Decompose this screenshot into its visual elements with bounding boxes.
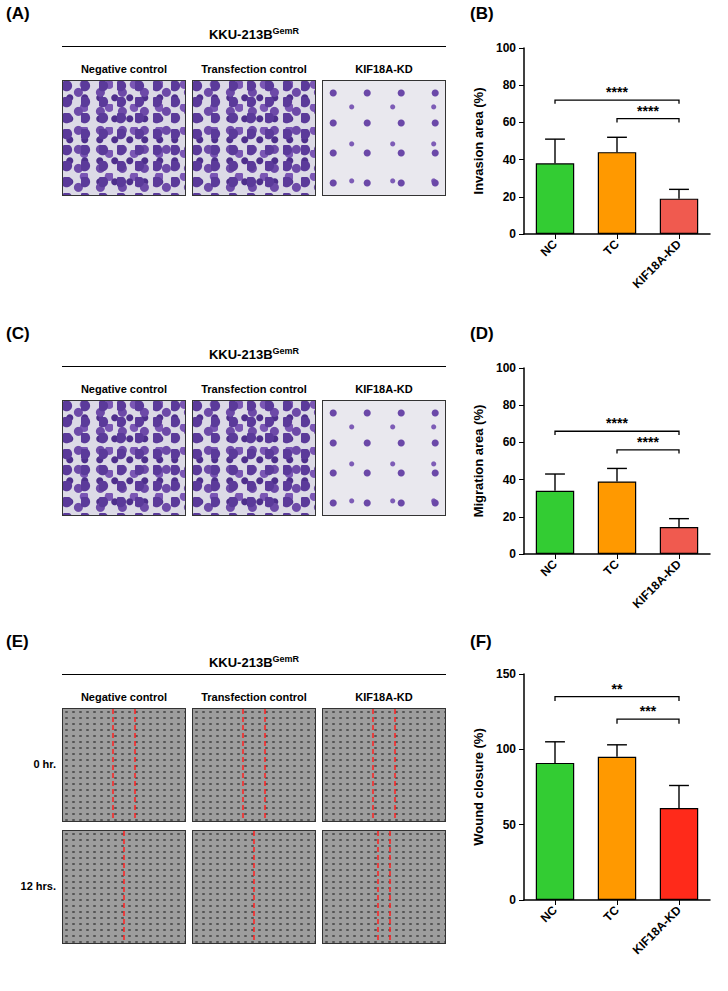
svg-text:20: 20 [503, 190, 517, 204]
svg-text:0: 0 [509, 893, 516, 907]
html-text:(C): (C) [6, 324, 30, 343]
html-text:KIF18A-KD: KIF18A-KD [355, 691, 413, 703]
svg-text:TC: TC [601, 557, 622, 578]
html-text:Negative control: Negative control [80, 383, 168, 395]
svg-text:60: 60 [503, 115, 517, 129]
svg-text:****: **** [637, 103, 659, 119]
html-text:12 hrs.: 12 hrs. [20, 880, 56, 892]
html-text:Transfection control: Transfection control [201, 383, 307, 395]
svg-text:Invasion area (%): Invasion area (%) [471, 88, 486, 195]
svg-text:TC: TC [601, 903, 622, 924]
svg-text:****: **** [606, 415, 628, 431]
html-text:(F): (F) [470, 632, 492, 651]
svg-text:***: *** [640, 703, 657, 719]
svg-text:0: 0 [509, 227, 516, 241]
svg-text:50: 50 [503, 818, 517, 832]
svg-text:0: 0 [509, 547, 516, 561]
svg-text:NC: NC [538, 903, 560, 925]
html-text:(E): (E) [6, 632, 29, 651]
svg-text:100: 100 [496, 41, 516, 55]
html-text:(D): (D) [470, 324, 494, 343]
html-text:KKU-213BGemR: KKU-213BGemR [209, 346, 299, 363]
html-text:Negative control: Negative control [80, 691, 168, 703]
svg-text:150: 150 [496, 667, 516, 681]
svg-text:Migration area (%): Migration area (%) [471, 405, 486, 518]
svg-text:KIF18A-KD: KIF18A-KD [630, 557, 684, 611]
svg-text:KIF18A-KD: KIF18A-KD [630, 237, 684, 291]
svg-text:NC: NC [538, 557, 560, 579]
html-text:(A): (A) [6, 4, 30, 23]
svg-text:****: **** [637, 434, 659, 450]
svg-text:NC: NC [538, 237, 560, 259]
svg-text:TC: TC [601, 237, 622, 258]
html-text:Negative control: Negative control [80, 63, 168, 75]
svg-text:100: 100 [496, 361, 516, 375]
html-text:KIF18A-KD: KIF18A-KD [355, 383, 413, 395]
svg-text:60: 60 [503, 435, 517, 449]
html-text:KKU-213BGemR: KKU-213BGemR [209, 654, 299, 671]
svg-text:100: 100 [496, 742, 516, 756]
html-text:KIF18A-KD: KIF18A-KD [355, 63, 413, 75]
svg-text:20: 20 [503, 510, 517, 524]
svg-text:Wound closure (%): Wound closure (%) [471, 728, 486, 845]
html-text:Transfection control: Transfection control [201, 691, 307, 703]
svg-text:40: 40 [503, 473, 517, 487]
html-text:0 hr.: 0 hr. [33, 758, 56, 770]
html-text:Transfection control: Transfection control [201, 63, 307, 75]
html-text:KKU-213BGemR: KKU-213BGemR [209, 26, 299, 43]
svg-text:80: 80 [503, 398, 517, 412]
svg-text:40: 40 [503, 153, 517, 167]
svg-text:****: **** [606, 84, 628, 100]
svg-text:**: ** [612, 681, 623, 697]
svg-text:KIF18A-KD: KIF18A-KD [630, 903, 684, 957]
html-text:(B): (B) [470, 4, 494, 23]
svg-text:80: 80 [503, 78, 517, 92]
